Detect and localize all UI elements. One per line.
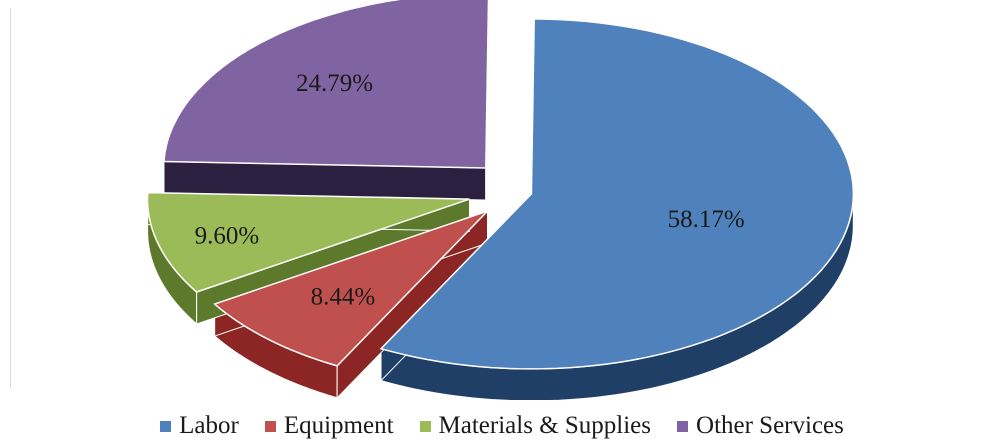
legend-item-other-services: Other Services [677,412,844,440]
chart-frame-line [10,8,11,388]
pie-chart-svg: 58.17% 8.44% 9.60% 24.79% [146,0,855,400]
legend-swatch-materials-and-supplies [419,420,431,432]
pie-slice-other-services [163,0,490,169]
legend-item-equipment: Equipment [264,412,394,440]
pie-slice-materials-and-supplies [146,191,470,293]
data-label-labor: 58.17% [668,206,745,233]
chart-legend: Labor Equipment Materials & Supplies Other … [0,409,1004,443]
legend-item-labor: Labor [160,412,239,440]
pie-slice-labor [379,18,855,370]
legend-label-equipment: Equipment [283,412,394,439]
legend-label-labor: Labor [179,412,239,439]
data-label-other-services: 24.79% [296,70,373,97]
data-label-materials-and-supplies: 9.60% [195,222,260,249]
legend-swatch-labor [160,420,172,432]
legend-swatch-equipment [264,420,276,432]
data-label-equipment: 8.44% [311,284,376,311]
legend-label-other-services: Other Services [696,412,844,439]
legend-swatch-other-services [677,420,689,432]
legend-item-materials-and-supplies: Materials & Supplies [419,412,652,440]
legend-label-materials-and-supplies: Materials & Supplies [438,412,652,439]
pie-slice-equipment [213,210,489,367]
